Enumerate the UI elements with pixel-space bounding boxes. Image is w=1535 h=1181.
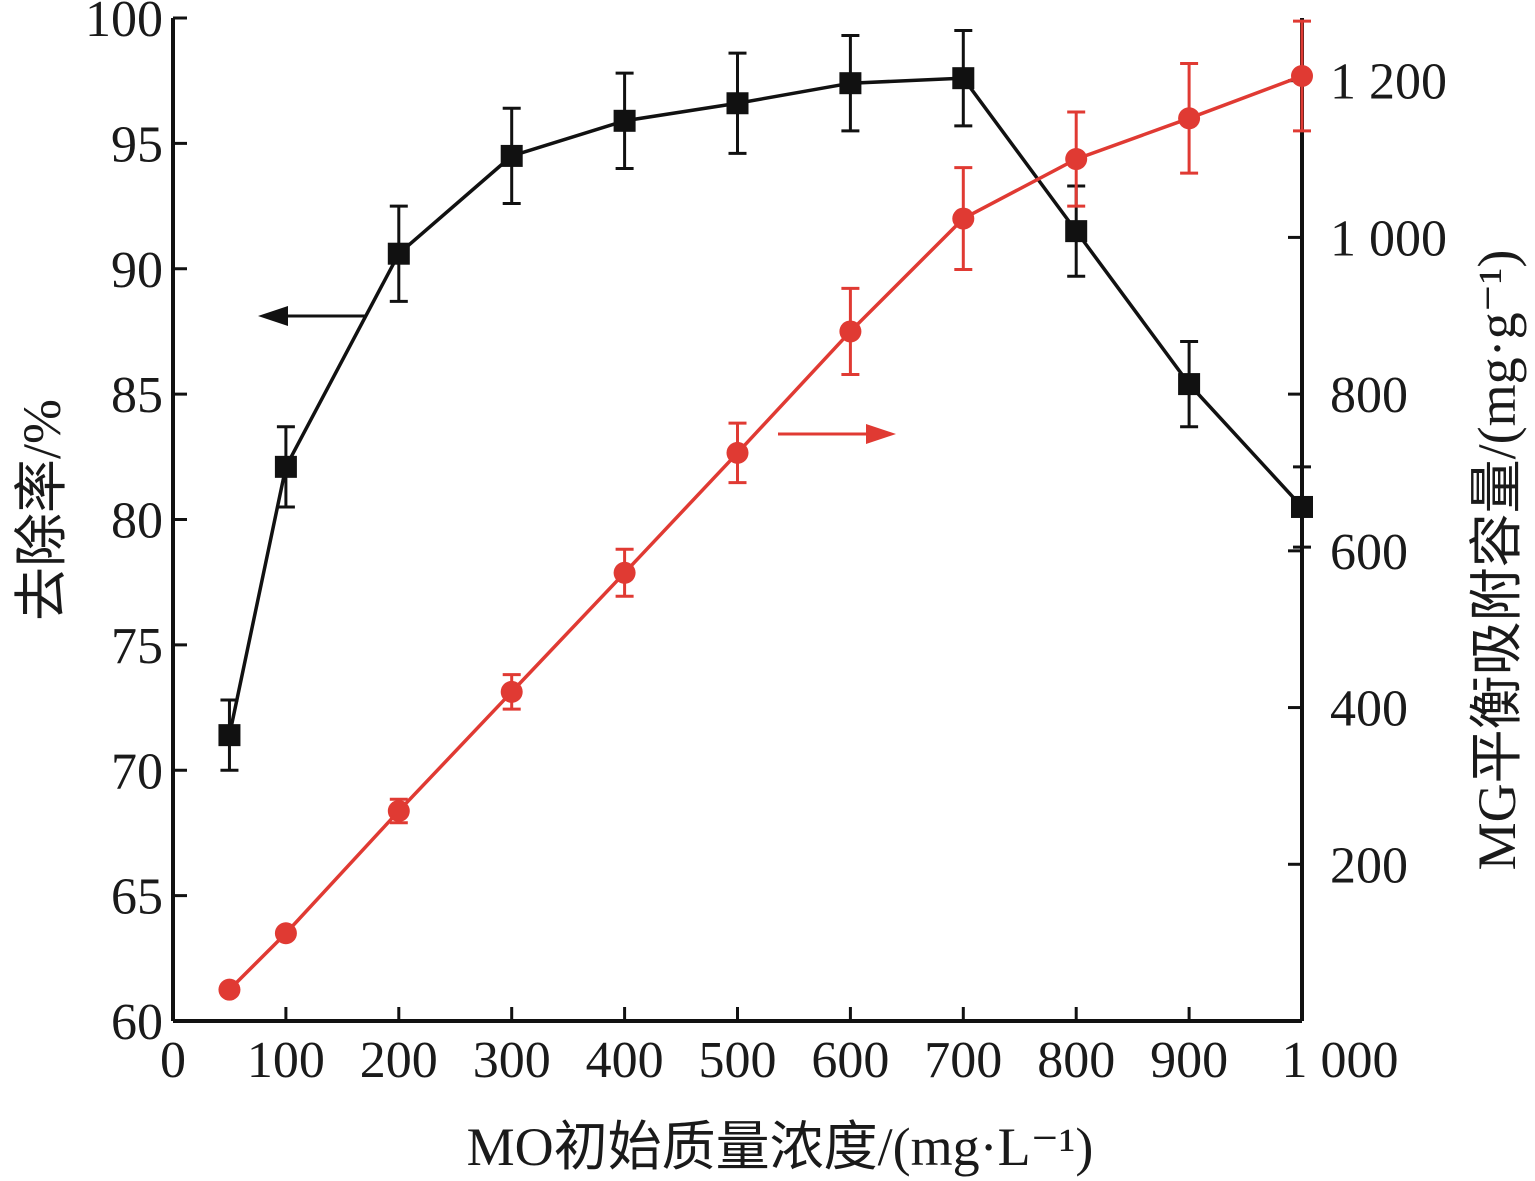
data-point (274, 455, 297, 478)
data-point (218, 978, 241, 1001)
x-tick-label: 1 000 (1282, 1032, 1399, 1089)
data-point (952, 207, 975, 230)
right-axis-ticks: 200 400 600 800 1 000 1 200 (1288, 54, 1447, 894)
data-point (1291, 495, 1313, 518)
series-removal-rate (218, 29, 1313, 772)
x-axis-ticks: 0 100 200 300 400 500 600 700 800 900 1 000 (160, 1007, 1399, 1089)
data-point (1065, 220, 1088, 243)
data-point (839, 320, 862, 343)
x-tick-label: 400 (586, 1032, 664, 1089)
data-point (1178, 107, 1201, 130)
left-tick-label: 80 (111, 493, 163, 550)
data-point (387, 242, 410, 265)
annotation-arrows (258, 306, 896, 444)
data-point (726, 92, 749, 115)
data-point (839, 72, 862, 95)
data-point (1065, 148, 1088, 171)
right-tick-label: 400 (1330, 681, 1408, 738)
left-axis-ticks: 60 65 70 75 80 85 90 95 100 (85, 0, 187, 1051)
left-axis-title: 去除率/% (12, 399, 72, 621)
left-tick-label: 90 (111, 242, 163, 299)
data-point (613, 561, 636, 584)
x-tick-label: 300 (473, 1032, 551, 1089)
x-tick-label: 0 (160, 1032, 186, 1089)
series-adsorption-capacity (218, 19, 1313, 1001)
left-tick-label: 75 (111, 618, 163, 675)
right-axis-title: MG平衡吸附容量/(mg·g⁻¹) (1467, 250, 1527, 871)
data-point (274, 922, 297, 945)
right-tick-label: 1 200 (1330, 54, 1447, 111)
right-tick-label: 800 (1330, 367, 1408, 424)
left-tick-label: 95 (111, 116, 163, 173)
left-tick-label: 65 (111, 869, 163, 926)
x-tick-label: 600 (811, 1032, 889, 1089)
right-tick-label: 1 000 (1330, 210, 1447, 267)
data-point (1291, 64, 1313, 87)
left-axis-arrow-head (258, 306, 288, 326)
series-line (227, 76, 1304, 736)
right-tick-label: 600 (1330, 524, 1408, 581)
left-tick-label: 85 (111, 367, 163, 424)
series-line (228, 74, 1303, 991)
left-tick-label: 60 (111, 994, 163, 1051)
x-tick-label: 700 (924, 1032, 1002, 1089)
data-point (952, 67, 975, 90)
left-tick-label: 70 (111, 743, 163, 800)
right-tick-label: 200 (1330, 837, 1408, 894)
x-tick-label: 900 (1150, 1032, 1228, 1089)
data-point (387, 799, 410, 822)
data-point (500, 144, 523, 167)
right-axis-arrow-head (866, 424, 896, 444)
data-point (1178, 373, 1201, 396)
series-layer (218, 19, 1313, 1001)
x-tick-label: 500 (699, 1032, 777, 1089)
x-tick-label: 800 (1037, 1032, 1115, 1089)
data-point (218, 724, 241, 747)
x-axis-title: MO初始质量浓度/(mg·L⁻¹) (467, 1117, 1094, 1177)
left-tick-label: 100 (85, 0, 163, 48)
data-point (500, 680, 523, 703)
x-tick-label: 200 (360, 1032, 438, 1089)
data-point (613, 109, 636, 132)
x-tick-label: 100 (247, 1032, 325, 1089)
data-point (726, 441, 749, 464)
